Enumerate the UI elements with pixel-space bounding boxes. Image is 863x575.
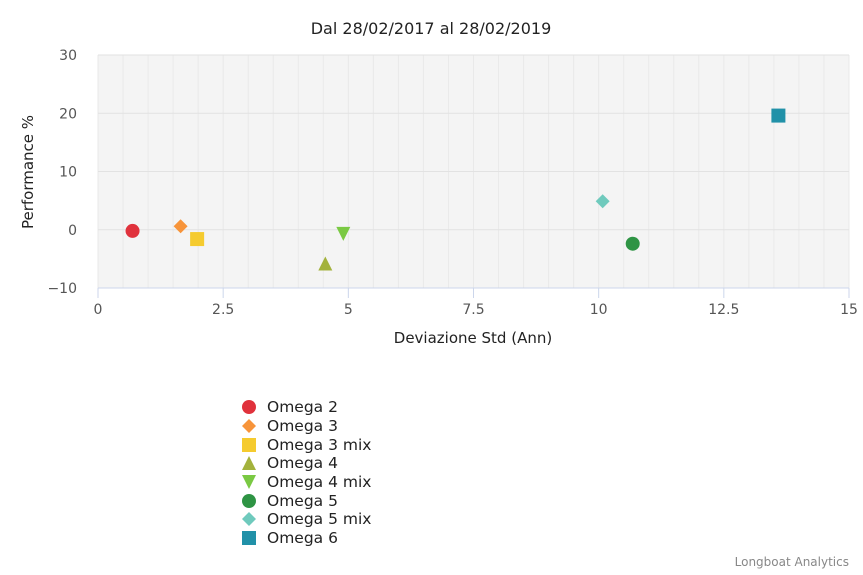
y-axis-title: Performance % [19,115,37,229]
point-omega-3[interactable] [173,219,188,234]
square-marker-icon [242,437,256,452]
x-tick-label: 7.5 [462,302,484,318]
y-tick-label: 30 [59,48,77,64]
x-axis-ticks: 0 2.5 5 7.5 10 12.5 15 [94,288,858,318]
legend-label: Omega 5 mix [267,510,372,529]
y-tick-label: 10 [59,165,77,181]
y-tick-label: 0 [68,223,77,239]
x-tick-label: 15 [840,302,858,318]
legend-item-omega-3-mix[interactable]: Omega 3 mix [240,435,371,454]
legend-item-omega-4-mix[interactable]: Omega 4 mix [240,473,371,492]
triangle-up-marker-icon [242,456,256,471]
x-tick-label: 5 [344,302,353,318]
point-omega-3-mix[interactable] [190,232,205,247]
y-tick-label: −10 [47,281,77,297]
point-omega-6[interactable] [771,108,786,123]
x-axis-title: Deviazione Std (Ann) [394,329,552,347]
legend-label: Omega 3 mix [267,435,372,454]
legend-label: Omega 4 [267,454,338,473]
legend-item-omega-3[interactable]: Omega 3 [240,417,371,436]
point-omega-5[interactable] [625,236,640,251]
triangle-down-marker-icon [242,475,256,490]
data-points [125,108,786,271]
legend-item-omega-4[interactable]: Omega 4 [240,454,371,473]
x-tick-label: 0 [94,302,103,318]
point-omega-5-mix[interactable] [595,194,610,209]
circle-marker-icon [242,493,256,508]
legend-label: Omega 2 [267,398,338,417]
legend-item-omega-5[interactable]: Omega 5 [240,491,371,510]
y-axis-ticks: 30 20 10 0 −10 [47,48,77,297]
diamond-marker-icon [242,419,256,434]
legend-label: Omega 4 mix [267,473,372,492]
point-omega-2[interactable] [125,223,140,238]
legend: Omega 2 Omega 3 Omega 3 mix Omega 4 Omega 4 … [240,398,371,548]
legend-item-omega-6[interactable]: Omega 6 [240,529,371,548]
diamond-marker-icon [242,512,256,527]
x-tick-label: 2.5 [212,302,234,318]
point-omega-4-mix[interactable] [336,226,351,241]
credits-link[interactable]: Longboat Analytics [734,555,849,569]
square-marker-icon [242,531,256,546]
chart-title: Dal 28/02/2017 al 28/02/2019 [311,19,552,38]
x-tick-label: 12.5 [708,302,739,318]
legend-item-omega-2[interactable]: Omega 2 [240,398,371,417]
legend-item-omega-5-mix[interactable]: Omega 5 mix [240,510,371,529]
circle-marker-icon [242,400,256,415]
legend-label: Omega 5 [267,491,338,510]
x-tick-label: 10 [590,302,608,318]
point-omega-4[interactable] [318,256,333,271]
y-tick-label: 20 [59,106,77,122]
legend-label: Omega 6 [267,529,338,548]
legend-label: Omega 3 [267,417,338,436]
